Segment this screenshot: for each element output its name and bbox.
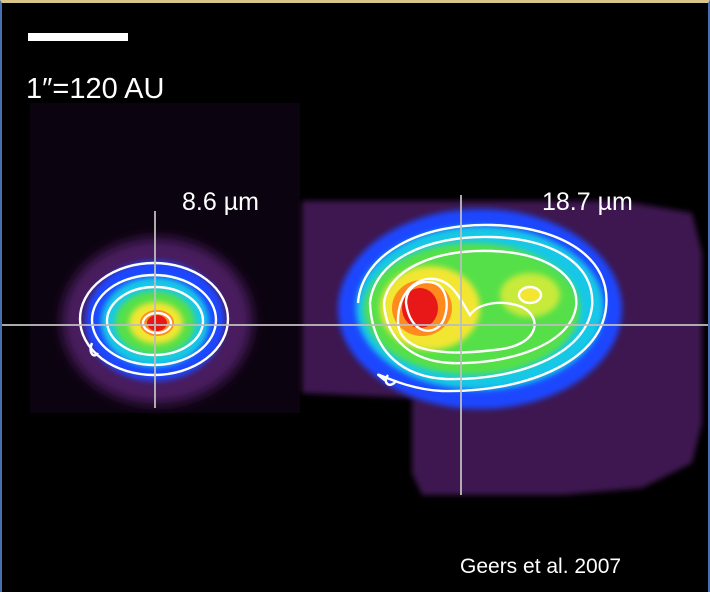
source-18-7-micron <box>302 201 702 495</box>
contours-right <box>356 223 608 393</box>
wavelength-label-right: 18.7 µm <box>542 188 633 216</box>
mid-infrared-image <box>2 33 708 495</box>
scale-label: 1″=120 AU <box>26 73 165 105</box>
crosshairs <box>2 195 708 495</box>
emission-red-left <box>147 315 167 331</box>
source-8-6-micron <box>30 103 300 413</box>
wavelength-label-left: 8.6 µm <box>182 188 259 216</box>
credit-label: Geers et al. 2007 <box>460 555 622 578</box>
scale-bar <box>28 33 128 41</box>
emission-peak-right <box>520 288 540 302</box>
